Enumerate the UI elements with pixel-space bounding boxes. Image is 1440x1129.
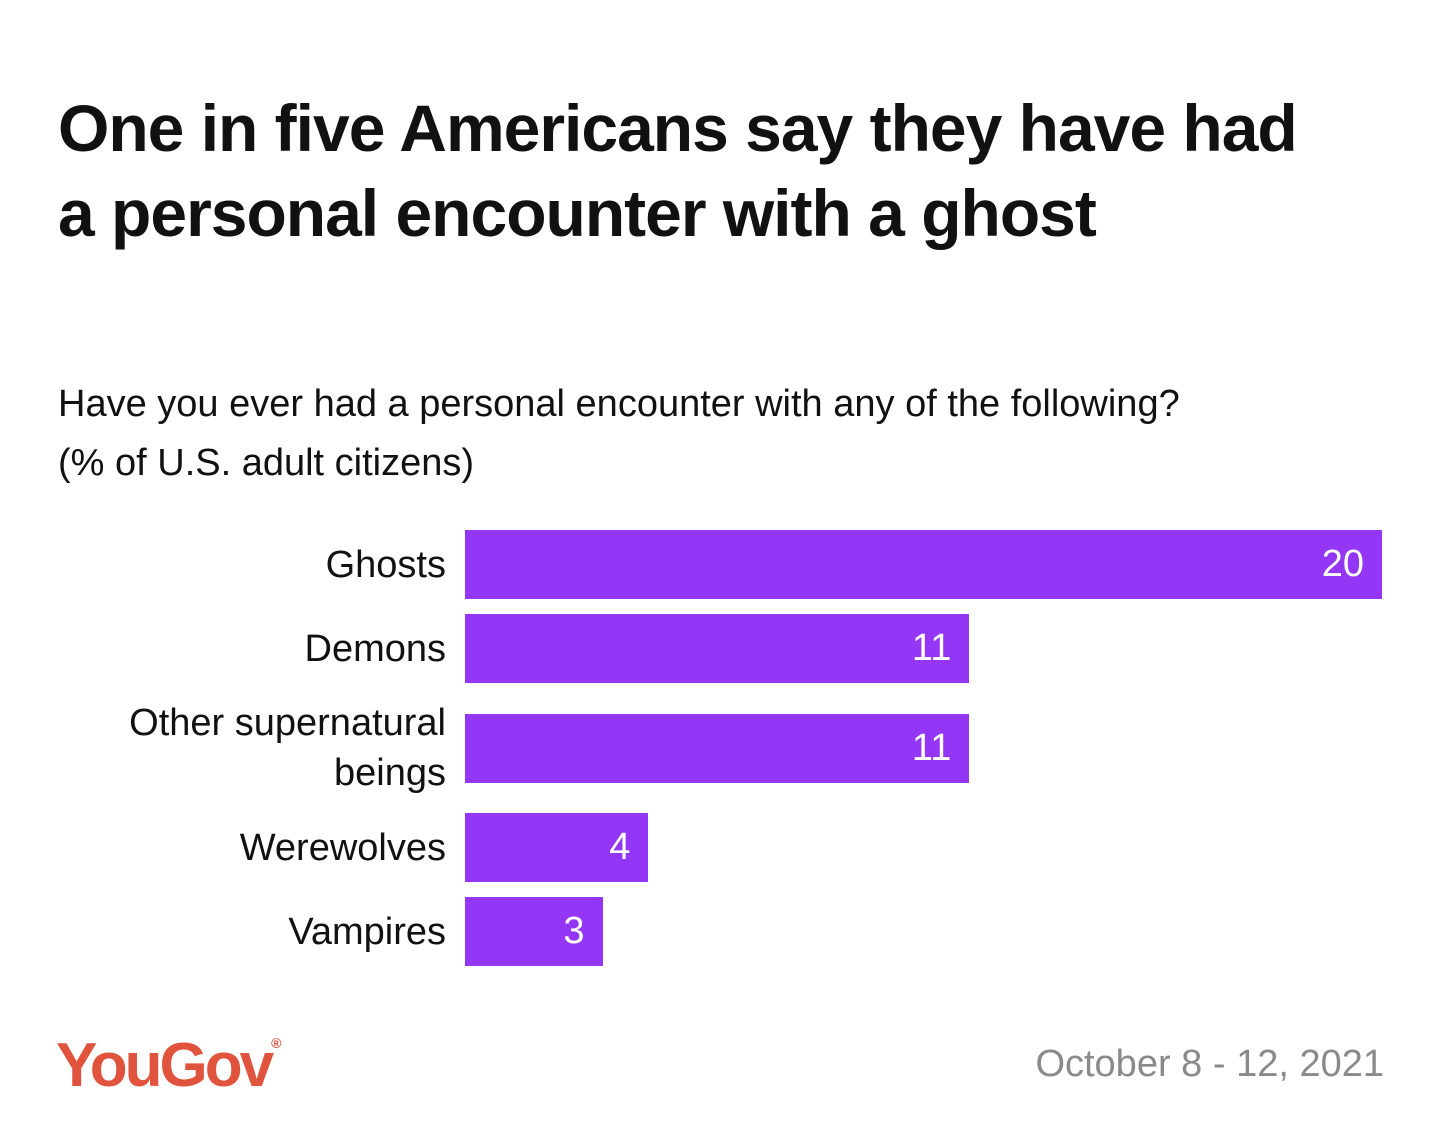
value-label: 11 [911, 726, 952, 769]
category-label: Werewolves [239, 826, 446, 869]
bar: 4 [465, 813, 649, 882]
category-label: Ghosts [325, 543, 446, 586]
bar-track: 20 [465, 530, 1382, 599]
bar-row: Vampires 3 [40, 897, 1382, 966]
bar-row: Ghosts 20 [40, 530, 1382, 599]
logo-mark: ® [271, 1035, 282, 1051]
value-label: 3 [563, 910, 585, 952]
category-label: Vampires [288, 910, 446, 953]
date: October 8 - 12, 2021 [1035, 1043, 1384, 1085]
bar-row: Werewolves 4 [40, 813, 1382, 882]
chart-note: (% of U.S. adult citizens) [58, 442, 475, 484]
value-label: 4 [609, 826, 631, 868]
bar-row: Demons 11 [40, 614, 1382, 683]
value-label: 11 [911, 627, 952, 669]
bar: 3 [465, 897, 603, 966]
chart: Ghosts 20 Demons 11 Other supernatural being… [40, 530, 1382, 981]
bar-row: Other supernatural beings 11 [40, 698, 1382, 798]
chart-subtitle: Have you ever had a personal encounter w… [58, 383, 1180, 425]
bar: 20 [465, 530, 1382, 599]
bar-track: 11 [465, 614, 1382, 683]
category-label: Other supernatural beings [129, 702, 446, 794]
bar-track: 3 [465, 897, 1382, 966]
bar: 11 [465, 614, 970, 683]
category-label: Demons [304, 627, 447, 670]
bar: 11 [465, 713, 970, 783]
bar-track: 4 [465, 813, 1382, 882]
logo-text: YouGov [56, 1031, 274, 1100]
bar-track: 11 [465, 713, 1382, 783]
logo: YouGov® [56, 1030, 281, 1101]
chart-title: One in five Americans say they have had … [58, 91, 1298, 250]
value-label: 20 [1321, 543, 1364, 585]
